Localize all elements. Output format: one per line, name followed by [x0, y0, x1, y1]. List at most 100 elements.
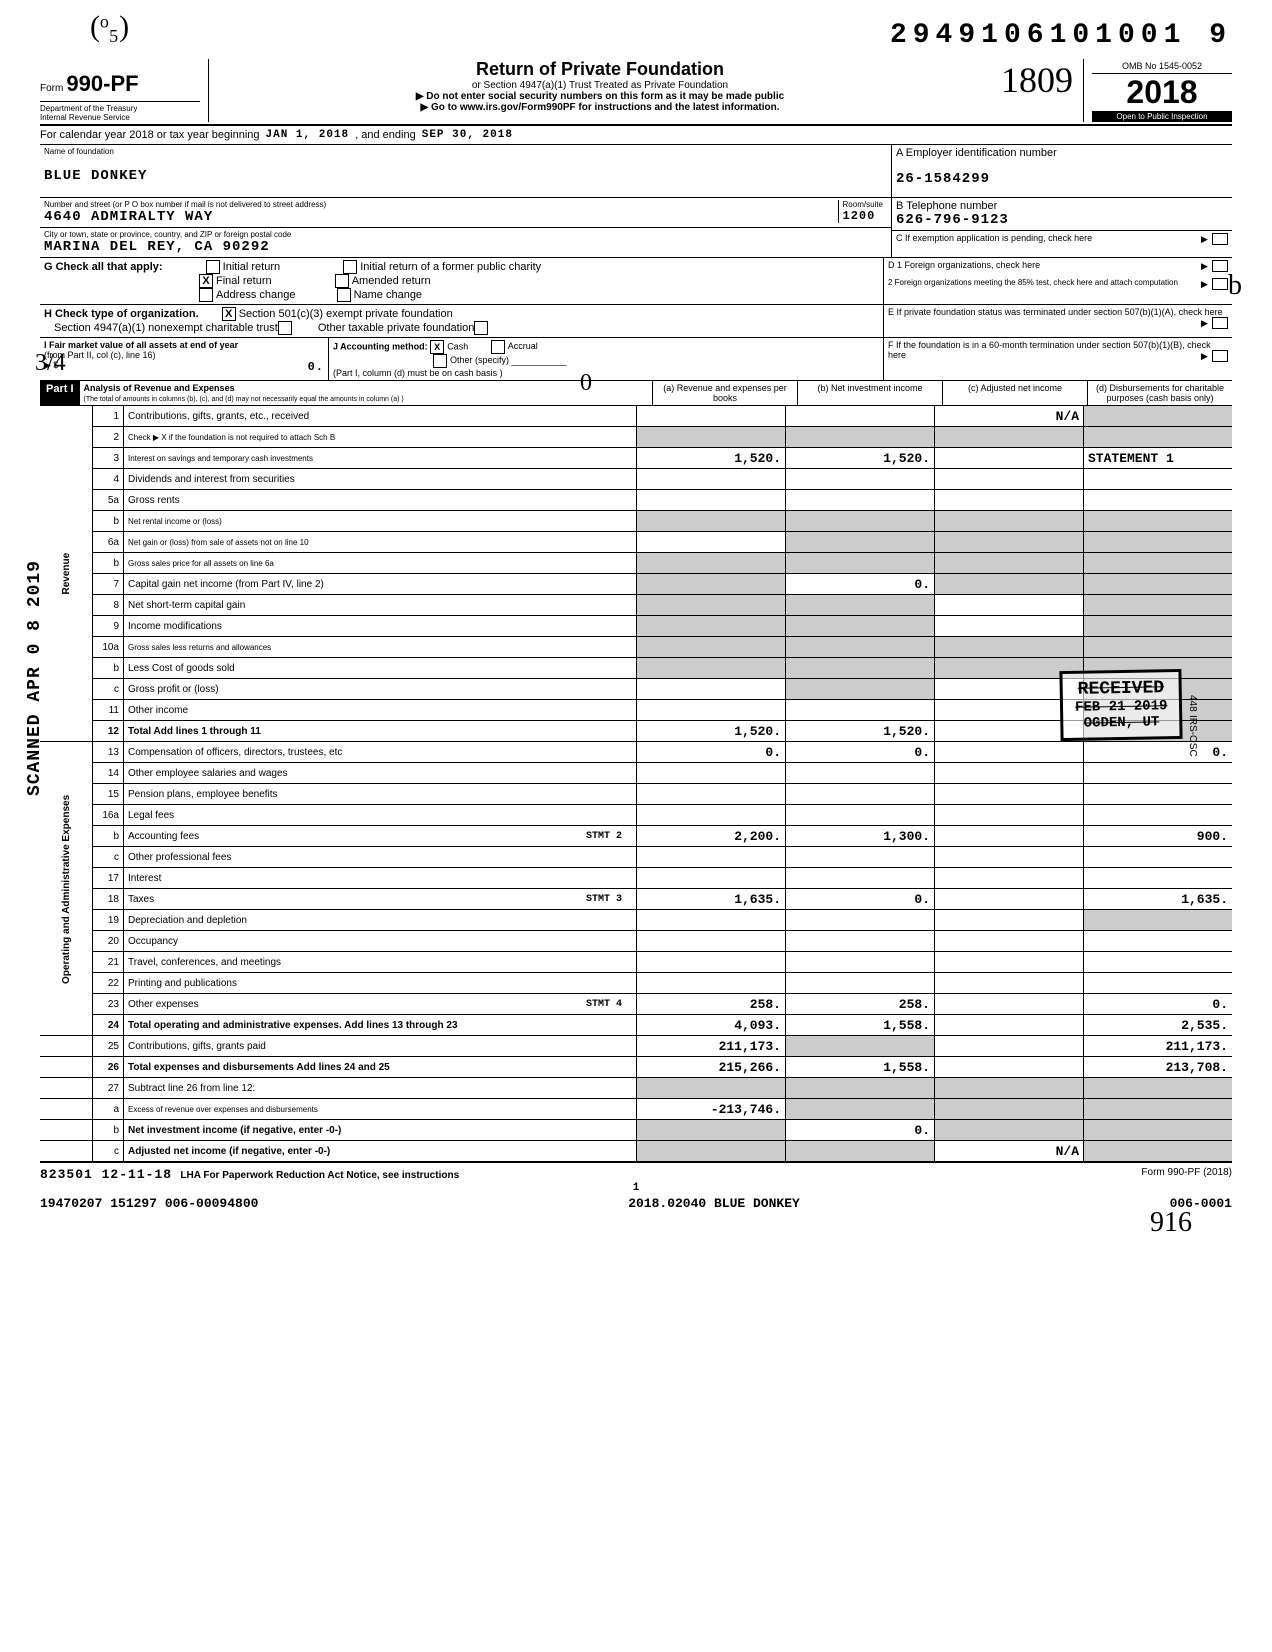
cal-begin: JAN 1, 2018	[266, 129, 350, 141]
cell-a	[637, 553, 786, 574]
footer-lha: LHA For Paperwork Reduction Act Notice, …	[180, 1170, 459, 1181]
cell-c	[935, 595, 1084, 616]
line-desc: Adjusted net income (if negative, enter …	[124, 1141, 637, 1163]
cell-b	[786, 406, 935, 427]
revenue-label: Revenue	[40, 406, 93, 742]
cell-d: 900.	[1084, 826, 1233, 847]
cell-a	[637, 763, 786, 784]
line-desc: Excess of revenue over expenses and disb…	[124, 1099, 637, 1120]
line-num: 3	[93, 448, 124, 469]
line-desc: Subtract line 26 from line 12:	[124, 1078, 637, 1099]
chk-accrual[interactable]	[491, 340, 505, 354]
cell-d	[1084, 973, 1233, 994]
line-num: 2	[93, 427, 124, 448]
line-desc: Other expensesSTMT 4	[124, 994, 637, 1015]
cell-c	[935, 805, 1084, 826]
part1-title: Analysis of Revenue and Expenses	[84, 383, 235, 393]
cell-a: 1,635.	[637, 889, 786, 910]
cell-b	[786, 469, 935, 490]
exemption-checkbox[interactable]	[1212, 233, 1228, 245]
cell-a	[637, 595, 786, 616]
line-desc: Gross rents	[124, 490, 637, 511]
cell-b	[786, 1141, 935, 1163]
line-num: 5a	[93, 490, 124, 511]
stmt-ref: STMT 3	[586, 894, 622, 905]
cell-b	[786, 532, 935, 553]
footer-form: Form 990-PF (2018)	[1141, 1167, 1232, 1182]
chk-501c3[interactable]: X	[222, 307, 236, 321]
line-desc: Travel, conferences, and meetings	[124, 952, 637, 973]
cell-b	[786, 553, 935, 574]
d1-checkbox[interactable]	[1212, 260, 1228, 272]
chk-final[interactable]: X	[199, 274, 213, 288]
form-title: Return of Private Foundation	[217, 59, 983, 80]
cell-a: 211,173.	[637, 1036, 786, 1057]
line-desc: Legal fees	[124, 805, 637, 826]
foundation-name: BLUE DONKEY	[44, 168, 147, 184]
handwritten-bottom: 916	[40, 1207, 1232, 1239]
cell-d	[1084, 469, 1233, 490]
cell-a	[637, 679, 786, 700]
tax-year: 2018	[1092, 74, 1232, 111]
cell-a: 0.	[637, 742, 786, 763]
top-scribble: (ᵒ₅)	[90, 10, 129, 44]
cell-c	[935, 553, 1084, 574]
omb-number: OMB No 1545-0052	[1092, 59, 1232, 74]
chk-4947[interactable]	[278, 321, 292, 335]
line-num: 10a	[93, 637, 124, 658]
f-checkbox[interactable]	[1212, 350, 1228, 362]
cell-c	[935, 868, 1084, 889]
line-num: 27	[93, 1078, 124, 1099]
chk-initial[interactable]	[206, 260, 220, 274]
cell-d: 0.	[1084, 994, 1233, 1015]
cell-d	[1084, 595, 1233, 616]
cell-b	[786, 952, 935, 973]
chk-amended[interactable]	[335, 274, 349, 288]
cell-b: 258.	[786, 994, 935, 1015]
chk-other-method[interactable]	[433, 354, 447, 368]
cell-a: 4,093.	[637, 1015, 786, 1036]
line-desc: Pension plans, employee benefits	[124, 784, 637, 805]
cell-c	[935, 952, 1084, 973]
g-label: G Check all that apply:	[44, 261, 163, 273]
line-desc: Accounting feesSTMT 2	[124, 826, 637, 847]
cell-b	[786, 637, 935, 658]
document-id: 2949106101001 9	[40, 20, 1232, 51]
chk-addr[interactable]	[199, 288, 213, 302]
city-label: City or town, state or province, country…	[44, 230, 887, 239]
cell-a: 2,200.	[637, 826, 786, 847]
cell-c	[935, 574, 1084, 595]
line-num: 7	[93, 574, 124, 595]
line-desc: Gross sales less returns and allowances	[124, 637, 637, 658]
open-inspection: Open to Public Inspection	[1092, 111, 1232, 122]
opt-501c3: Section 501(c)(3) exempt private foundat…	[239, 308, 453, 320]
cell-c	[935, 763, 1084, 784]
d1-label: D 1 Foreign organizations, check here	[888, 260, 1228, 270]
line-desc: Interest on savings and temporary cash i…	[124, 448, 637, 469]
cell-c	[935, 742, 1084, 763]
line-desc: Gross profit or (loss)	[124, 679, 637, 700]
received-stamp: RECEIVED FEB 21 2019 OGDEN, UT	[1059, 669, 1183, 741]
form-note-2: ▶ Go to www.irs.gov/Form990PF for instru…	[217, 102, 983, 113]
chk-initial-former[interactable]	[343, 260, 357, 274]
cell-a	[637, 847, 786, 868]
cell-b	[786, 490, 935, 511]
d2-checkbox[interactable]	[1212, 278, 1228, 290]
chk-name-change[interactable]	[337, 288, 351, 302]
chk-other-tax[interactable]	[474, 321, 488, 335]
cell-d: 1,635.	[1084, 889, 1233, 910]
cell-a	[637, 511, 786, 532]
line-num: a	[93, 1099, 124, 1120]
line-num: c	[93, 847, 124, 868]
line-desc: Income modifications	[124, 616, 637, 637]
e-label: E If private foundation status was termi…	[888, 307, 1223, 317]
chk-cash[interactable]: X	[430, 340, 444, 354]
cell-a	[637, 700, 786, 721]
cell-a	[637, 532, 786, 553]
line-num: 12	[93, 721, 124, 742]
opt-addr: Address change	[216, 289, 296, 301]
e-checkbox[interactable]	[1212, 317, 1228, 329]
col-b-head: (b) Net investment income	[798, 381, 943, 405]
calendar-year-row: For calendar year 2018 or tax year begin…	[40, 126, 1232, 145]
cell-b: 0.	[786, 1120, 935, 1141]
